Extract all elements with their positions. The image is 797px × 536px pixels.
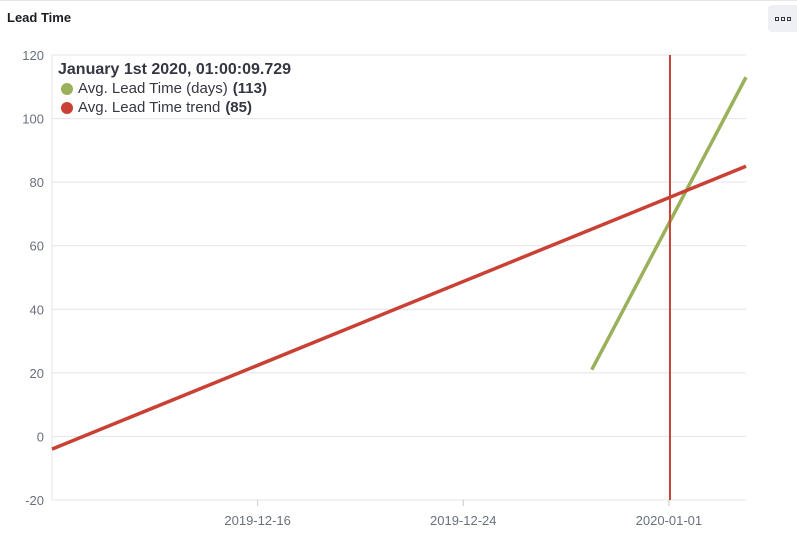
y-tick-label: -20 — [25, 493, 44, 508]
y-tick-label: 40 — [30, 302, 44, 317]
y-tick-label: 80 — [30, 175, 44, 190]
tooltip-row: Avg. Lead Time trend (85) — [58, 98, 291, 117]
panel-options-icon[interactable] — [768, 5, 797, 32]
x-axis: 2019-12-16 2019-12-24 2020-01-01 — [224, 500, 702, 528]
series-lines — [51, 76, 748, 451]
y-tick-label: 120 — [22, 48, 44, 63]
series-line — [590, 76, 748, 371]
tooltip-row: Avg. Lead Time (days) (113) — [58, 79, 291, 98]
y-tick-label: 0 — [37, 429, 44, 444]
x-tick-label: 2019-12-24 — [430, 513, 497, 528]
y-axis: 120 100 80 60 40 20 0 -20 — [22, 48, 53, 508]
y-tick-label: 100 — [22, 112, 44, 127]
tooltip-title: January 1st 2020, 01:00:09.729 — [58, 61, 292, 78]
series-line — [51, 164, 747, 451]
tooltip-series-value: (85) — [225, 99, 252, 116]
x-tick-label: 2020-01-01 — [636, 513, 703, 528]
tooltip: January 1st 2020, 01:00:09.729 Avg. Lead… — [58, 60, 291, 117]
legend-swatch-icon — [61, 82, 73, 95]
tooltip-series-name: Avg. Lead Time trend — [78, 99, 221, 116]
y-tick-label: 20 — [30, 366, 44, 381]
tooltip-series-value: (113) — [232, 80, 267, 97]
y-tick-label: 60 — [30, 239, 44, 254]
panel-title: Lead Time — [7, 10, 72, 25]
legend-swatch-icon — [61, 101, 73, 114]
tooltip-series-name: Avg. Lead Time (days) — [78, 80, 228, 97]
x-tick-label: 2019-12-16 — [224, 513, 291, 528]
